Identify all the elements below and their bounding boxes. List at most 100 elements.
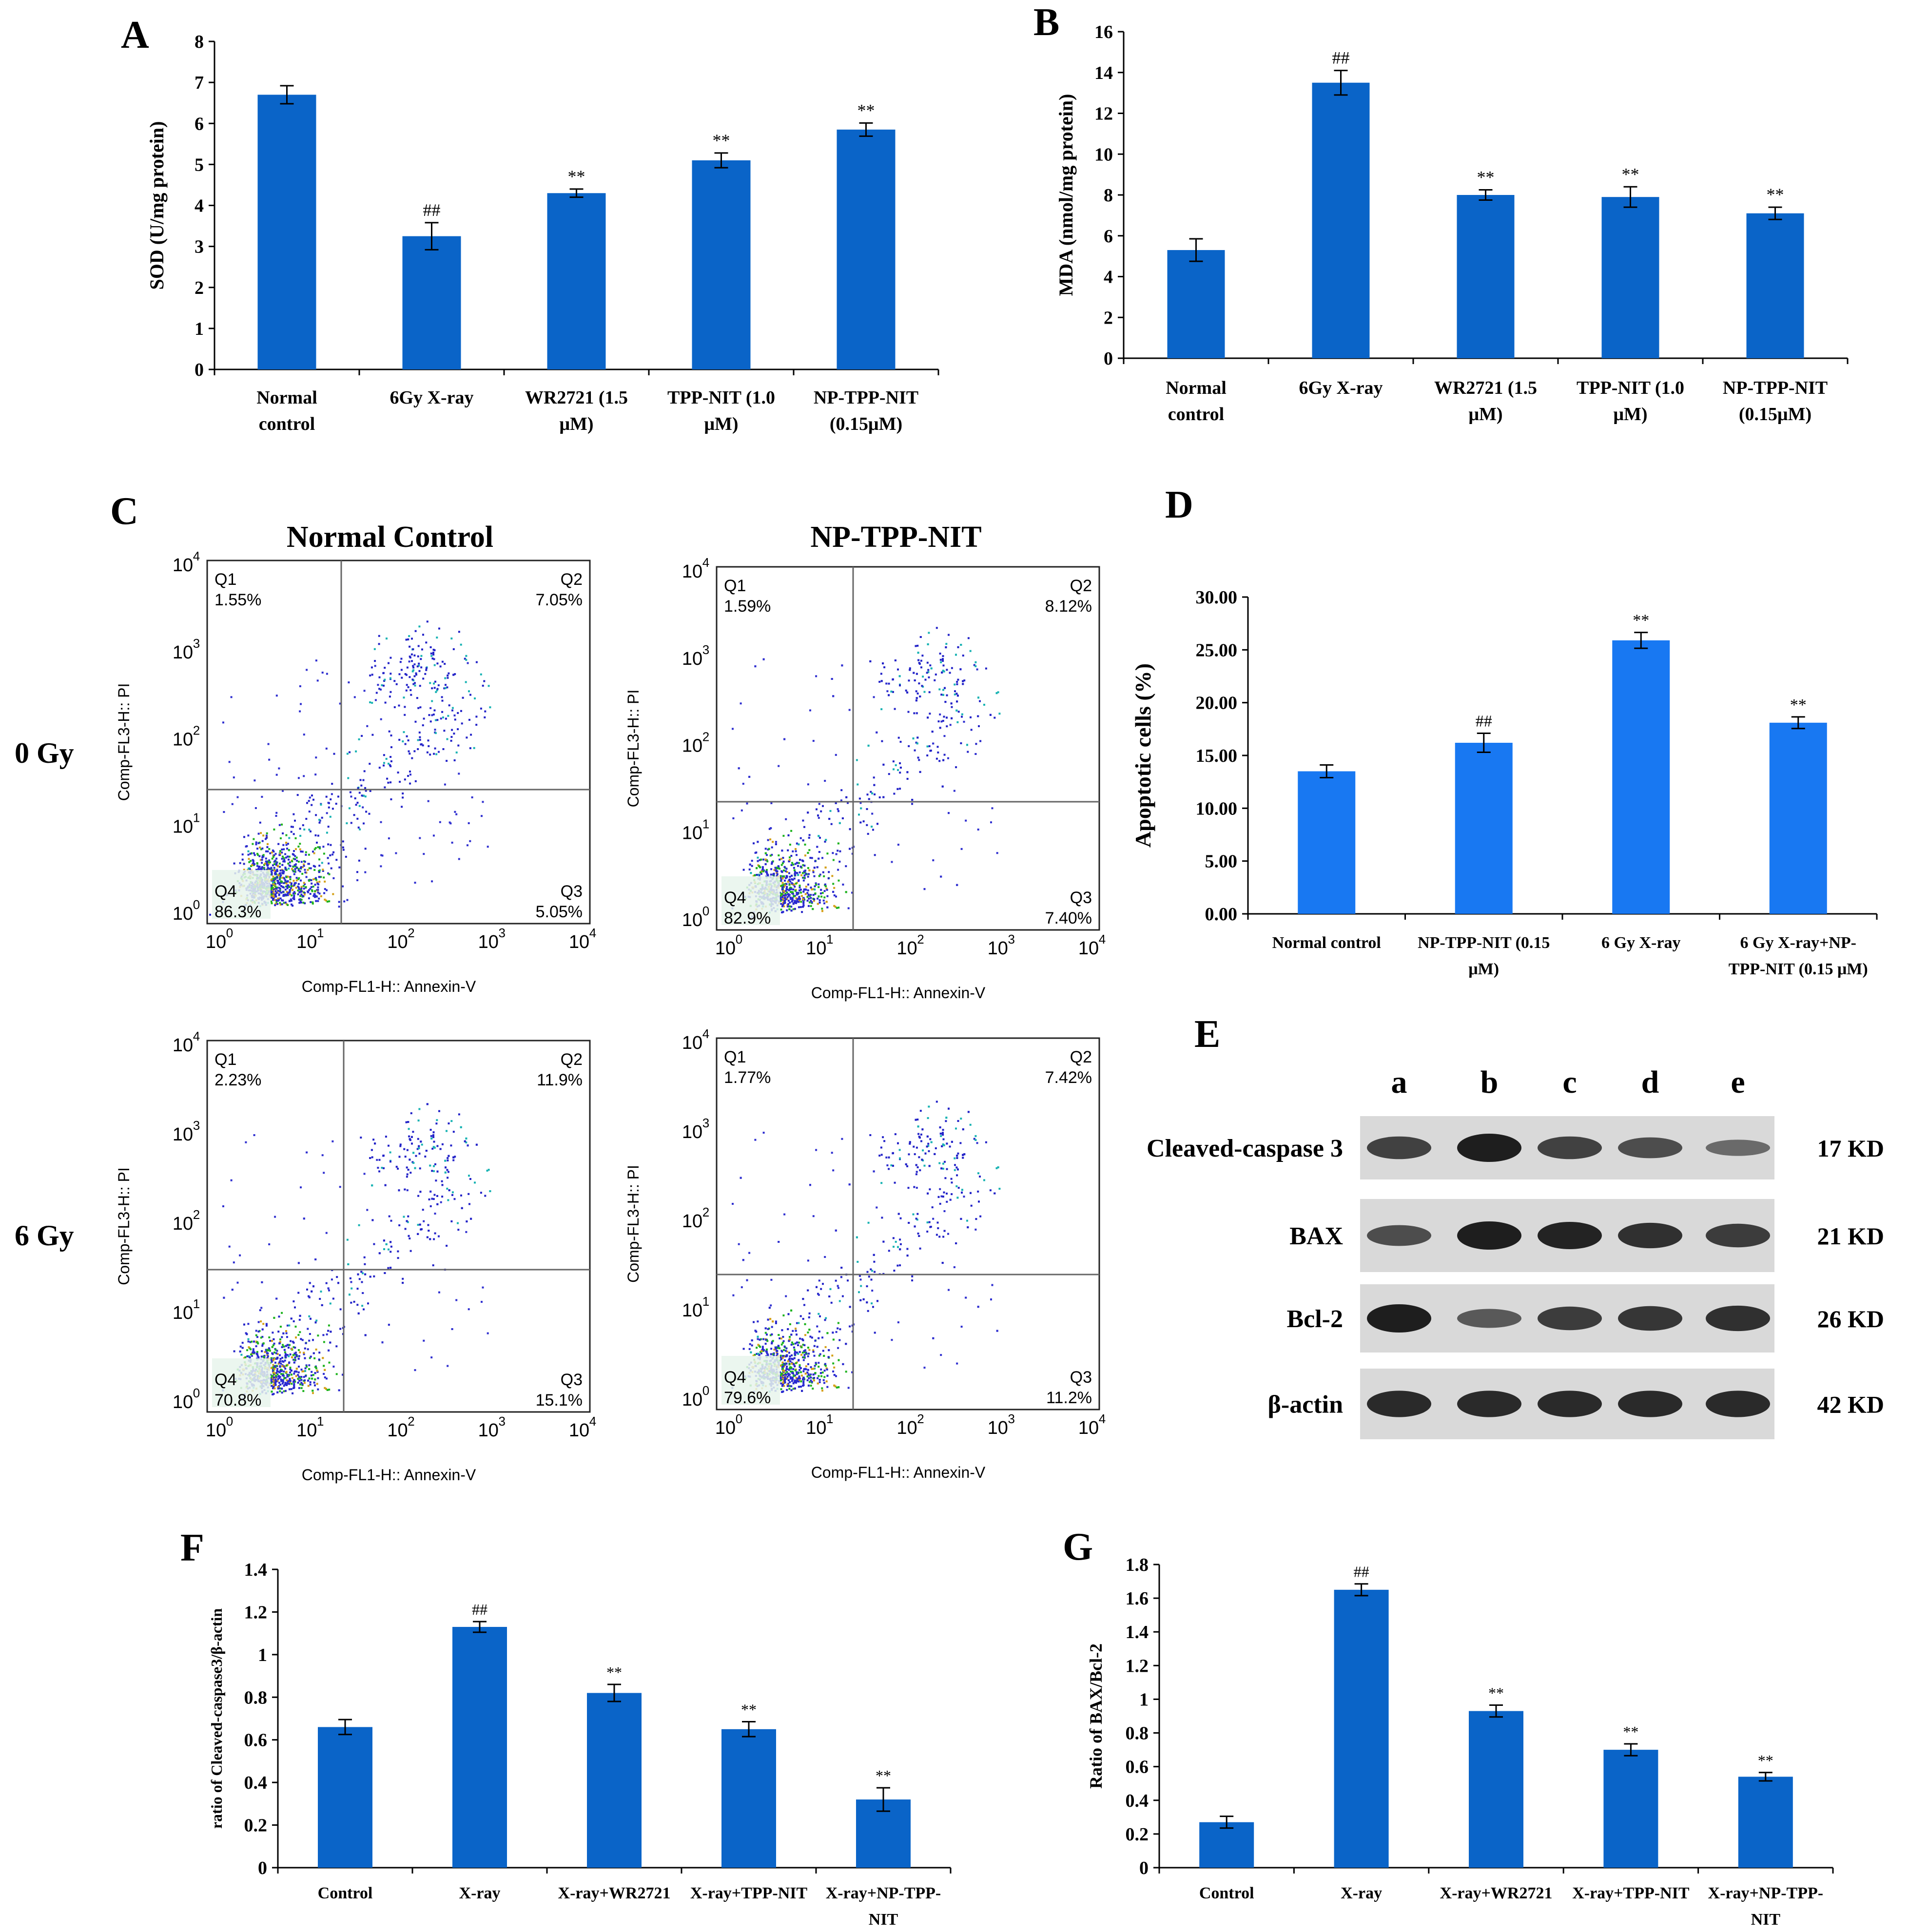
- flow-event-dot: [784, 895, 786, 898]
- flow-event-dot: [252, 1350, 254, 1352]
- flow-event-dot: [304, 902, 306, 905]
- flow-event-dot: [794, 886, 796, 888]
- flow-event-dot: [287, 1344, 289, 1346]
- y-tick-label: 10: [173, 1035, 193, 1056]
- flow-event-dot: [281, 1388, 283, 1390]
- flow-event-dot: [323, 1365, 325, 1367]
- flow-event-dot: [311, 1371, 313, 1373]
- flow-event-dot: [837, 1322, 839, 1324]
- flow-event-dot: [414, 630, 417, 632]
- flow-event-dot: [838, 810, 839, 812]
- flow-event-dot: [338, 901, 340, 903]
- flow-event-dot: [285, 876, 288, 878]
- flow-event-dot: [481, 1301, 483, 1303]
- flow-event-dot: [790, 1371, 792, 1373]
- flow-event-dot: [322, 846, 325, 848]
- flow-event-dot: [241, 1347, 244, 1349]
- flow-event-dot: [803, 874, 806, 877]
- flow-event-dot: [355, 750, 357, 753]
- flow-event-dot: [353, 814, 355, 816]
- flow-event-dot: [257, 1321, 260, 1323]
- flow-event-dot: [350, 795, 352, 798]
- flow-event-dot: [764, 858, 767, 861]
- flow-event-dot: [799, 885, 801, 887]
- flow-event-dot: [799, 889, 802, 891]
- flow-event-dot: [845, 1371, 847, 1373]
- flow-event-dot: [286, 1336, 288, 1338]
- flow-event-dot: [412, 648, 414, 651]
- flow-event-dot: [314, 896, 316, 898]
- flow-event-dot: [292, 880, 295, 882]
- y-tick-label: 0.4: [244, 1773, 268, 1793]
- flow-event-dot: [434, 719, 437, 721]
- flow-event-dot: [279, 1354, 281, 1356]
- flow-event-dot: [926, 672, 928, 674]
- flow-event-dot: [274, 1361, 276, 1364]
- flow-event-dot: [967, 751, 969, 753]
- flow-event-dot: [294, 1325, 297, 1328]
- flow-event-dot: [270, 879, 273, 881]
- flow-event-dot: [270, 1378, 272, 1380]
- flow-event-dot: [919, 771, 921, 773]
- flow-event-dot: [388, 1215, 390, 1217]
- flow-event-dot: [398, 673, 401, 676]
- flow-event-dot: [275, 864, 277, 866]
- flow-event-dot: [338, 1389, 340, 1391]
- flow-event-dot: [314, 847, 317, 849]
- chart-bax-bcl2-ratio: 00.20.40.60.811.21.41.61.8Control##X-ray…: [1086, 1555, 1834, 1929]
- flow-event-dot: [756, 1352, 758, 1355]
- flow-event-dot: [457, 1229, 460, 1231]
- flow-event-dot: [315, 814, 317, 816]
- flow-event-dot: [411, 660, 413, 662]
- flow-event-dot: [979, 700, 981, 702]
- flow-event-dot: [286, 887, 289, 889]
- flow-event-dot: [914, 679, 916, 681]
- category-label: X-ray+TPP-NIT: [690, 1884, 808, 1902]
- flow-event-dot: [389, 764, 391, 766]
- flow-event-dot: [841, 1295, 844, 1297]
- flow-event-dot: [418, 1147, 420, 1149]
- flow-event-dot: [276, 865, 279, 867]
- flow-event-dot: [378, 688, 381, 690]
- flow-event-dot: [880, 1154, 883, 1156]
- flow-event-dot: [782, 1377, 784, 1380]
- flow-event-dot: [793, 895, 795, 897]
- flow-event-dot: [429, 1164, 431, 1167]
- flow-event-dot: [897, 668, 899, 671]
- flow-event-dot: [400, 657, 403, 660]
- flow-event-dot: [270, 1382, 273, 1384]
- flow-event-dot: [858, 1275, 861, 1277]
- flow-event-dot: [873, 1260, 876, 1263]
- flow-event-dot: [918, 663, 921, 665]
- flow-event-dot: [780, 880, 782, 882]
- flow-event-dot: [792, 889, 795, 890]
- flow-event-dot: [275, 1374, 277, 1377]
- flow-event-dot: [318, 819, 321, 821]
- flow-event-dot: [824, 1346, 827, 1348]
- flow-event-dot: [767, 874, 769, 876]
- x-tick-exponent: 2: [408, 1414, 414, 1429]
- flow-event-dot: [408, 1235, 410, 1237]
- flow-event-dot: [270, 870, 273, 872]
- flow-event-dot: [297, 1371, 300, 1373]
- flow-event-dot: [388, 1144, 390, 1147]
- flow-event-dot: [285, 1332, 288, 1334]
- flow-event-dot: [845, 796, 848, 798]
- flow-event-dot: [399, 1145, 402, 1147]
- flow-event-dot: [267, 743, 270, 745]
- flow-event-dot: [358, 792, 361, 794]
- flow-event-dot: [409, 1250, 412, 1252]
- flow-event-dot: [413, 750, 416, 753]
- flow-event-dot: [271, 873, 273, 876]
- flow-event-dot: [274, 1378, 277, 1381]
- flow-event-dot: [287, 894, 289, 896]
- flow-event-dot: [322, 870, 324, 872]
- flow-event-dot: [293, 1371, 296, 1373]
- flow-event-dot: [278, 1315, 280, 1318]
- flow-event-dot: [967, 637, 970, 639]
- flow-event-dot: [403, 696, 405, 699]
- flow-event-dot: [315, 879, 317, 881]
- flow-event-dot: [801, 872, 804, 874]
- flow-event-dot: [273, 897, 274, 900]
- flow-event-dot: [475, 715, 478, 718]
